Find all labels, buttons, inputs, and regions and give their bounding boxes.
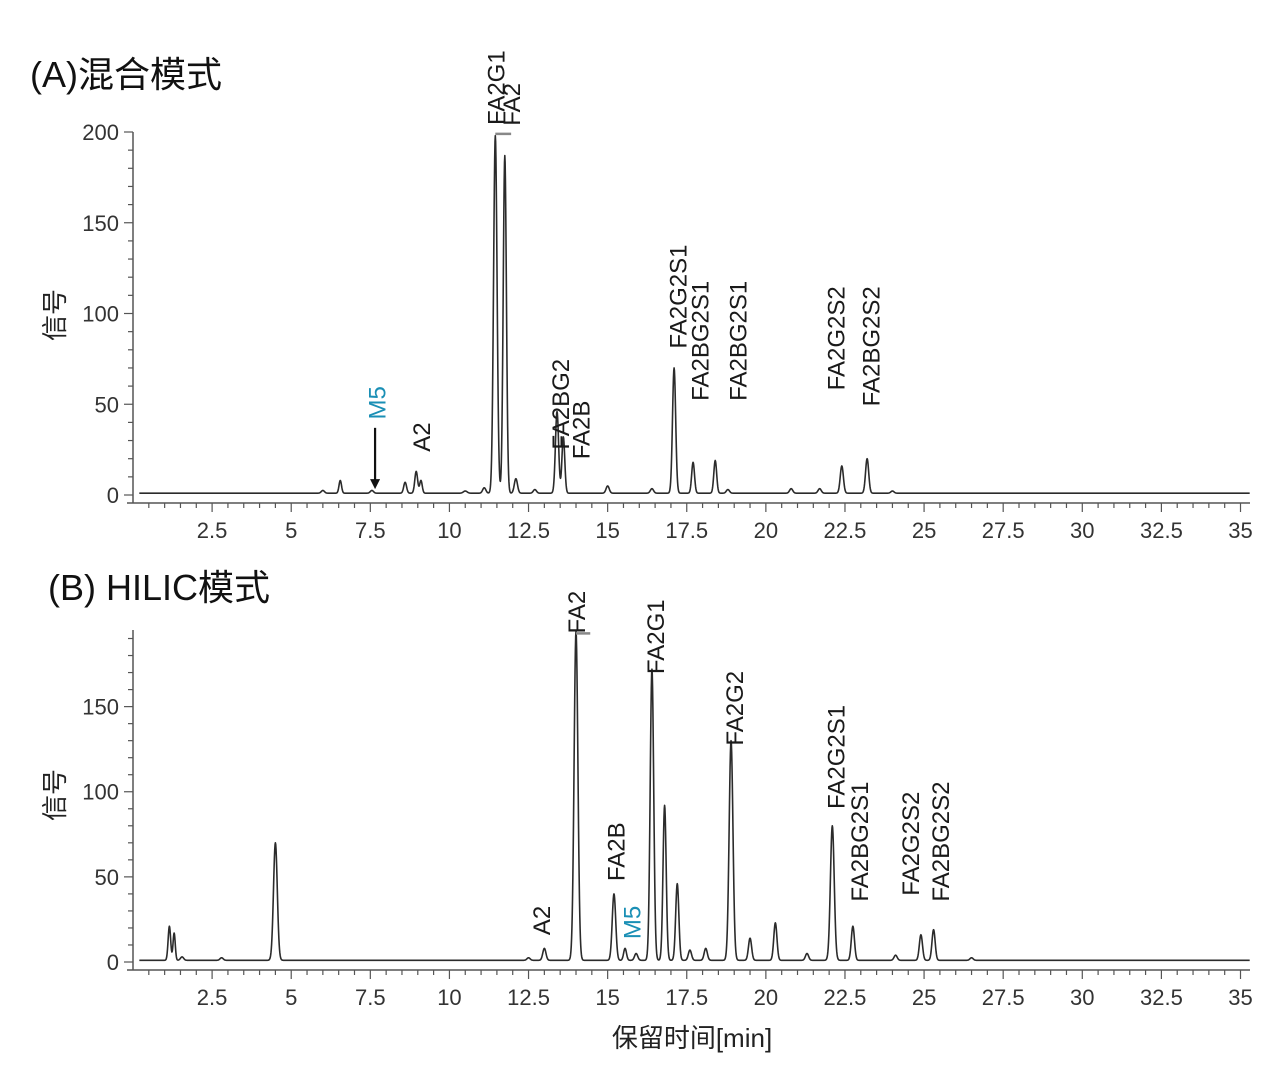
panel-b-peak-label: M5 [619, 906, 646, 939]
panel-b-peak-label: FA2BG2S1 [847, 782, 874, 902]
panel-b-x-tick-label: 32.5 [1140, 985, 1183, 1010]
panel-b-axes: 2.5 5 7.5 10 12.5 15 17.5 20 22.5 25 27.5 30 32.5 35 0… [82, 630, 1253, 1010]
panel-b: (B) HILIC模式 信号 2.5 5 7.5 10 12.5 15 17.5 20 22.5… [40, 567, 1253, 1010]
x-axis-label: 保留时间[min] [612, 1023, 772, 1053]
panel-b-peak-label: FA2G1 [643, 599, 670, 674]
panel-a-x-tick-label: 27.5 [982, 518, 1025, 543]
panel-a-x-tick-label: 32.5 [1140, 518, 1183, 543]
panel-b-x-tick-label: 20 [754, 985, 778, 1010]
panel-b-x-tick-label: 7.5 [355, 985, 386, 1010]
panel-a-y-axis-label: 信号 [40, 289, 70, 341]
panel-a-peak-label: FA2B [569, 401, 596, 460]
panel-a-trace [138, 132, 1251, 494]
panel-b-peak-label: FA2G2 [722, 671, 749, 746]
panel-a-y-tick-label: 150 [82, 211, 119, 236]
panel-a-x-tick-label: 20 [754, 518, 778, 543]
panel-b-peak-label: FA2G2S2 [898, 792, 925, 896]
panel-b-peak-label: FA2B [604, 822, 631, 881]
panel-b-x-tick-label: 27.5 [982, 985, 1025, 1010]
panel-a-peak-label: FA2 [499, 83, 526, 126]
panel-a-x-tick-label: 15 [595, 518, 619, 543]
panel-a: (A)混合模式 信号 2.5 5 7.5 10 12.5 15 17.5 20 22.5 25 27… [30, 50, 1253, 543]
panel-b-x-tick-label: 10 [437, 985, 461, 1010]
panel-a-peak-label: FA2BG2S2 [858, 286, 885, 406]
panel-a-y-tick-label: 200 [82, 120, 119, 145]
panel-a-x-tick-label: 17.5 [665, 518, 708, 543]
panel-a-title: (A)混合模式 [30, 54, 222, 95]
panel-b-y-tick-label: 100 [82, 780, 119, 805]
panel-b-x-tick-label: 35 [1228, 985, 1252, 1010]
panel-a-x-tick-label: 30 [1070, 518, 1094, 543]
panel-a-axes: 2.5 5 7.5 10 12.5 15 17.5 20 22.5 25 27.5 30 32.5 35 0… [82, 120, 1252, 543]
panel-b-title: (B) HILIC模式 [48, 567, 270, 608]
panel-a-peak-label: FA2G2S2 [824, 286, 851, 390]
panel-a-x-tick-label: 7.5 [355, 518, 386, 543]
panel-a-peak-label: M5 [365, 386, 392, 419]
panel-b-x-tick-label: 30 [1070, 985, 1094, 1010]
panel-a-peak-label: FA2BG2S1 [687, 281, 714, 401]
panel-a-y-tick-label: 50 [95, 392, 119, 417]
panel-a-y-tick-label: 0 [107, 483, 119, 508]
panel-b-x-tick-label: 2.5 [197, 985, 228, 1010]
panel-b-peak-label: FA2 [564, 591, 591, 634]
panel-b-x-tick-label: 25 [912, 985, 936, 1010]
panel-a-peak-label: FA2BG2S1 [725, 281, 752, 401]
panel-a-x-tick-label: 22.5 [824, 518, 867, 543]
panel-b-y-tick-label: 150 [82, 695, 119, 720]
panel-a-x-tick-label: 12.5 [507, 518, 550, 543]
panel-b-x-tick-label: 15 [595, 985, 619, 1010]
panel-b-peak-label: FA2BG2S2 [928, 782, 955, 902]
panel-a-x-tick-label: 25 [912, 518, 936, 543]
panel-a-x-tick-label: 2.5 [197, 518, 228, 543]
panel-a-x-tick-label: 35 [1228, 518, 1252, 543]
panel-b-x-tick-label: 22.5 [824, 985, 867, 1010]
panel-a-x-tick-label: 10 [437, 518, 461, 543]
panel-b-peak-label: FA2G2S1 [824, 705, 851, 809]
panel-a-y-tick-label: 100 [82, 302, 119, 327]
panel-b-x-tick-label: 17.5 [665, 985, 708, 1010]
panel-b-y-tick-label: 50 [95, 865, 119, 890]
panel-b-trace [138, 630, 1251, 962]
panel-b-chromatogram-line [138, 630, 1251, 962]
panel-a-peak-label: FA2G1 [483, 50, 510, 125]
panel-a-peak-label: A2 [409, 422, 436, 451]
panel-a-peak-label: FA2G2S1 [665, 245, 692, 349]
panel-b-x-tick-label: 5 [285, 985, 297, 1010]
panel-a-peak-label: FA2BG2 [548, 359, 575, 450]
panel-b-peak-label: A2 [529, 906, 556, 935]
panel-b-y-axis-label: 信号 [40, 769, 70, 821]
panel-b-x-tick-label: 12.5 [507, 985, 550, 1010]
panel-a-x-tick-label: 5 [285, 518, 297, 543]
panel-a-chromatogram-line [138, 134, 1251, 494]
panel-b-y-tick-label: 0 [107, 950, 119, 975]
